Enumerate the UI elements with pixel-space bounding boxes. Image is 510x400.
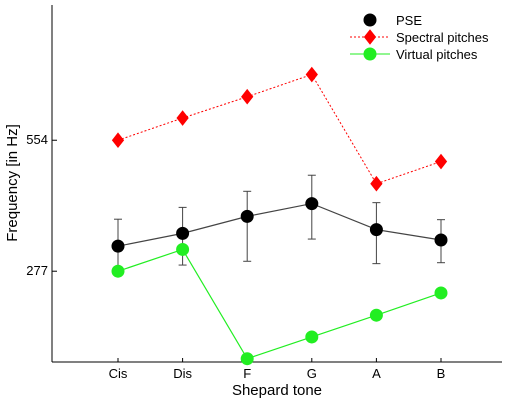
x-tick-label: A [372, 366, 381, 381]
data-point-diamond [370, 175, 383, 192]
series-line [117, 248, 442, 360]
data-point-diamond [176, 110, 189, 126]
data-point-circle [111, 239, 125, 253]
series-pse [111, 174, 448, 275]
series-line [117, 202, 442, 247]
x-tick-label: F [243, 366, 251, 381]
legend-entry: Spectral pitches [350, 29, 489, 45]
data-point-diamond [305, 66, 318, 83]
data-point-diamond [241, 88, 254, 105]
x-ticks: Cis Dis F G A B [109, 358, 446, 381]
legend-marker-diamond [363, 29, 377, 45]
data-point-circle [434, 286, 448, 300]
x-tick-label: G [307, 366, 317, 381]
legend-label: PSE [396, 13, 422, 28]
data-point-diamond [111, 132, 125, 149]
data-point-circle [369, 223, 383, 237]
legend: PSE Spectral pitches Virtual pitches [350, 13, 489, 62]
legend-label: Virtual pitches [396, 47, 478, 62]
y-tick-label: 554 [26, 132, 48, 147]
data-point-diamond [434, 153, 448, 170]
data-point-circle [240, 352, 254, 366]
data-point-circle [305, 330, 319, 344]
series-virtual-pitches [111, 242, 448, 366]
data-point-circle [434, 233, 448, 247]
series-line [117, 73, 442, 185]
data-point-circle [369, 308, 383, 322]
legend-marker-circle [363, 13, 377, 27]
data-point-circle [111, 264, 125, 278]
series-spectral-pitches [111, 66, 448, 192]
y-ticks: 277 554 [26, 132, 57, 278]
x-tick-label: Dis [173, 366, 192, 381]
y-axis-label: Frequency [in Hz] [4, 124, 21, 242]
y-tick-label: 277 [26, 263, 48, 278]
data-point-circle [305, 197, 319, 211]
data-point-circle [176, 242, 190, 256]
x-tick-label: B [437, 366, 446, 381]
legend-marker-circle [363, 47, 377, 61]
axes [51, 5, 502, 363]
legend-entry: PSE [363, 13, 422, 28]
legend-label: Spectral pitches [396, 30, 489, 45]
data-point-circle [240, 209, 254, 223]
data-point-circle [176, 226, 190, 240]
legend-entry: Virtual pitches [350, 47, 478, 62]
x-tick-label: Cis [109, 366, 128, 381]
plot-series [111, 66, 448, 366]
x-axis-label: Shepard tone [232, 382, 322, 399]
